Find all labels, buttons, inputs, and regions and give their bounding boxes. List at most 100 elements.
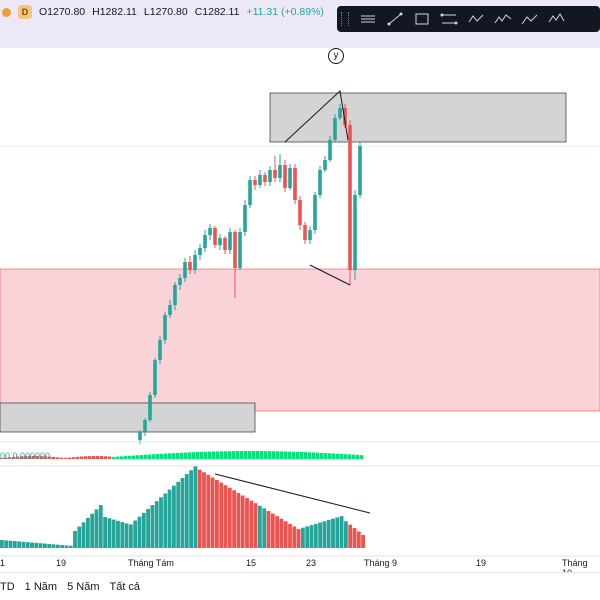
histogram-bar [344, 521, 348, 548]
candles-layer [138, 104, 362, 444]
lower-gray-zone[interactable] [0, 402, 256, 433]
drawing-toolbar [337, 6, 600, 32]
range-bar: TD 1 Năm 5 Năm Tất cả [0, 572, 600, 600]
lines-icon[interactable] [356, 8, 380, 30]
range-ytd[interactable]: TD [0, 580, 15, 593]
histogram-bar [356, 531, 361, 548]
trend-bar [276, 451, 280, 459]
overlay-badge[interactable]: y [328, 48, 344, 64]
histogram-bar [206, 474, 211, 548]
candle-body [278, 165, 282, 178]
histogram-bar [309, 525, 314, 548]
divergence-line[interactable] [214, 473, 371, 514]
histogram-bar [146, 508, 150, 548]
symbol-icon[interactable] [2, 7, 11, 17]
date-label: 23 [306, 558, 317, 568]
histogram-bar [292, 526, 297, 548]
histogram-bar [352, 528, 357, 548]
range-1y[interactable]: 1 Năm [24, 580, 58, 593]
trend-bar [288, 451, 292, 459]
supply-zone[interactable] [269, 92, 567, 143]
histogram-bar [197, 469, 202, 548]
trend-bar [184, 452, 188, 459]
histogram-bar [38, 543, 43, 548]
histogram-bar [176, 481, 181, 548]
histogram-bar [68, 545, 73, 548]
wave-icon[interactable] [491, 8, 515, 30]
trend-bar [328, 453, 332, 459]
histogram-bar [210, 477, 215, 548]
candle-body [233, 232, 237, 268]
histogram-bar [94, 509, 99, 548]
histogram-bar [270, 513, 275, 548]
trend-bar [156, 454, 160, 459]
histogram-bar [103, 516, 107, 548]
trend-bar [356, 454, 360, 459]
histogram-bar [313, 523, 318, 548]
histogram-bar [163, 493, 168, 548]
candle-body [158, 340, 162, 360]
elliott-wave-icon[interactable] [545, 8, 569, 30]
candle-body [193, 255, 197, 270]
histogram-bar [73, 530, 77, 548]
open-value: O1270.80 [39, 6, 86, 18]
candle-body [248, 180, 252, 205]
trend-bar [36, 456, 40, 459]
histogram-bar [202, 472, 206, 548]
histogram-bar [167, 489, 172, 548]
trend-line-upper[interactable] [284, 89, 349, 143]
date-label: 19 [56, 558, 67, 568]
trend-bar [208, 451, 212, 459]
trend-bar [108, 456, 112, 459]
trend-bar [100, 456, 104, 459]
trend-bar [216, 451, 220, 459]
trend-line-lower[interactable] [309, 264, 351, 286]
histogram-indicator [0, 466, 365, 548]
trend-bar [12, 456, 16, 459]
histogram-bar [150, 505, 155, 548]
range-5y[interactable]: 5 Năm [67, 580, 100, 593]
histogram-bar [266, 510, 271, 548]
drag-handle-icon[interactable] [341, 12, 349, 26]
trend-bar [104, 456, 108, 459]
date-label: 15 [246, 558, 257, 568]
histogram-bar [184, 474, 189, 548]
trend-bar [40, 456, 44, 459]
histogram-bar [4, 540, 9, 548]
histogram-bar [141, 512, 146, 548]
trend-bar [52, 456, 56, 459]
trend-bar [168, 453, 172, 459]
date-label: 1 [0, 558, 6, 568]
trend-bar [232, 451, 236, 459]
trend-bar [332, 453, 336, 459]
trend-bar [32, 456, 36, 459]
rectangle-icon[interactable] [410, 8, 434, 30]
candle-body [323, 160, 327, 170]
trend-bar [120, 456, 124, 459]
trend-bar [24, 456, 28, 459]
abcd-pattern-icon[interactable] [518, 8, 542, 30]
histogram-bar [120, 522, 125, 548]
trend-bar [0, 458, 4, 459]
candle-body [313, 195, 317, 230]
demand-zone[interactable] [0, 268, 600, 412]
candle-body [253, 180, 257, 185]
range-all[interactable]: Tất cả [109, 580, 141, 593]
trend-bar [224, 451, 228, 459]
candle-body [138, 432, 142, 440]
trend-bar [124, 456, 128, 459]
histogram-bar [90, 513, 95, 548]
pattern-icon[interactable] [464, 8, 488, 30]
candle-body [178, 278, 182, 285]
candle-body [163, 315, 167, 340]
histogram-bar [240, 495, 245, 548]
histogram-bar [288, 523, 292, 548]
interval-badge[interactable]: D [18, 5, 32, 19]
date-label: 19 [476, 558, 487, 568]
trend-line-icon[interactable] [383, 8, 407, 30]
histogram-bar [339, 516, 344, 548]
histogram-bar [25, 542, 30, 548]
path-icon[interactable] [437, 8, 461, 30]
candle-body [168, 305, 172, 315]
